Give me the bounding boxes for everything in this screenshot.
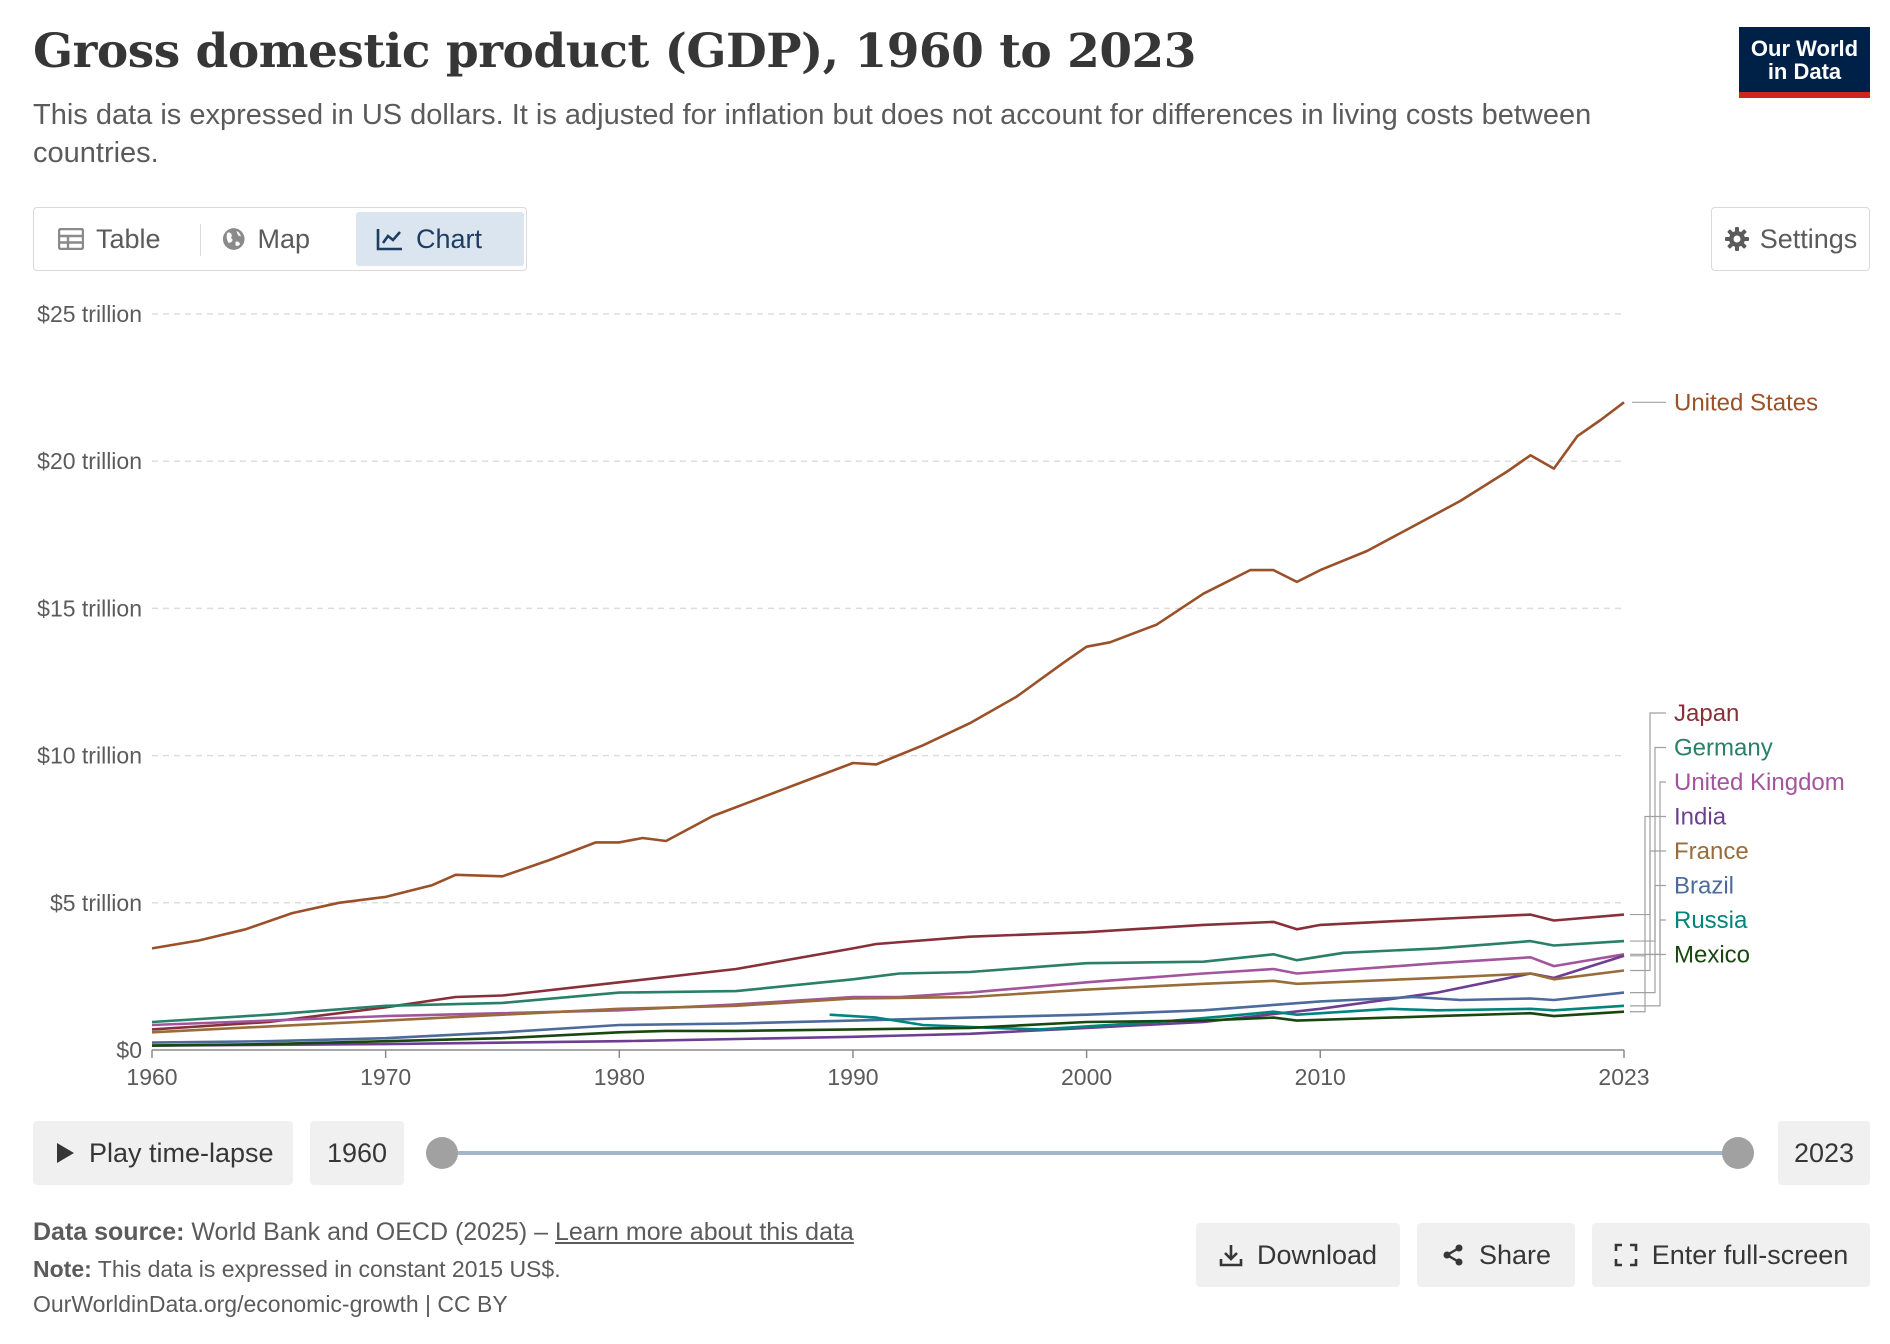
y-tick-label: $0 — [116, 1037, 142, 1063]
note-line: Note: This data is expressed in constant… — [33, 1256, 561, 1283]
series-line — [151, 913, 1625, 1031]
tab-table[interactable]: Table — [38, 212, 198, 266]
series-line — [151, 991, 1625, 1044]
end-year-box[interactable]: 2023 — [1778, 1121, 1870, 1185]
series-line — [151, 401, 1625, 950]
tab-map[interactable]: Map — [202, 212, 330, 266]
x-tick-label: 2000 — [1061, 1064, 1112, 1090]
label-connector — [1630, 712, 1666, 916]
fullscreen-label: Enter full-screen — [1651, 1239, 1849, 1270]
gear-icon — [1724, 227, 1749, 251]
series-label: Brazil — [1674, 873, 1734, 900]
share-icon — [1443, 1244, 1463, 1266]
y-tick-label: $15 trillion — [37, 595, 142, 621]
y-tick-label: $5 trillion — [50, 890, 142, 916]
line-chart-icon — [376, 229, 402, 251]
source-prefix: Data source: — [33, 1218, 185, 1246]
owid-logo[interactable]: Our World in Data — [1739, 27, 1870, 98]
data-source-line: Data source: World Bank and OECD (2025) … — [33, 1218, 854, 1247]
fullscreen-button[interactable]: Enter full-screen — [1592, 1223, 1870, 1287]
share-button[interactable]: Share — [1417, 1223, 1575, 1287]
series-label: France — [1674, 838, 1749, 865]
settings-label: Settings — [1759, 223, 1858, 254]
timeline-slider-track[interactable] — [443, 1151, 1739, 1155]
settings-button[interactable]: Settings — [1711, 207, 1870, 271]
x-tick-label: 1960 — [126, 1064, 177, 1090]
series-line — [151, 953, 1625, 1027]
gdp-line-chart: $0 $5 trillion $10 trillion $15 trillion $20… — [37, 301, 1845, 1090]
start-year-label: 1960 — [326, 1137, 388, 1168]
globe-icon — [222, 228, 245, 250]
x-tick-label: 1970 — [360, 1064, 411, 1090]
note-prefix: Note: — [33, 1256, 92, 1282]
series-label: United States — [1674, 389, 1818, 416]
label-connector — [1630, 815, 1666, 957]
play-timelapse-button[interactable]: Play time-lapse — [33, 1121, 293, 1185]
tab-map-label: Map — [257, 223, 310, 254]
series-label: Germany — [1674, 735, 1773, 762]
fullscreen-icon — [1614, 1243, 1638, 1267]
x-tick-label: 1990 — [827, 1064, 878, 1090]
timeline-end-handle[interactable] — [1722, 1137, 1754, 1169]
x-tick-label: 2010 — [1295, 1064, 1346, 1090]
timeline-start-handle[interactable] — [426, 1137, 458, 1169]
x-tick-label: 2023 — [1598, 1064, 1649, 1090]
table-icon — [58, 228, 84, 250]
label-connector — [1630, 746, 1666, 942]
label-connector — [1630, 850, 1666, 972]
tab-chart-label: Chart — [416, 223, 483, 254]
source-text: World Bank and OECD (2025) – — [191, 1218, 549, 1246]
play-icon — [57, 1143, 74, 1163]
series-line — [151, 969, 1625, 1034]
series-label: United Kingdom — [1674, 769, 1845, 796]
logo-line-1: Our World — [1750, 36, 1859, 61]
tab-table-label: Table — [96, 223, 161, 254]
series-line — [829, 1004, 1625, 1031]
chart-subtitle: This data is expressed in US dollars. It… — [33, 99, 1592, 169]
series-line — [151, 939, 1625, 1024]
chart-title: Gross domestic product (GDP), 1960 to 20… — [33, 24, 1196, 79]
download-button[interactable]: Download — [1196, 1223, 1400, 1287]
logo-line-2: in Data — [1767, 59, 1842, 84]
series-line — [151, 1010, 1625, 1047]
tab-divider — [200, 224, 201, 256]
label-connector — [1630, 884, 1666, 994]
x-tick-label: 1980 — [594, 1064, 645, 1090]
view-tabs: Table Map Chart — [33, 207, 527, 271]
series-label: Mexico — [1674, 942, 1750, 969]
play-label: Play time-lapse — [89, 1137, 274, 1168]
download-icon — [1219, 1245, 1243, 1267]
learn-more-link[interactable]: Learn more about this data — [555, 1218, 854, 1246]
series-label: Japan — [1674, 700, 1739, 727]
y-tick-label: $25 trillion — [37, 301, 142, 327]
y-tick-label: $20 trillion — [37, 448, 142, 474]
label-connector — [1630, 953, 1666, 1013]
tab-chart[interactable]: Chart — [356, 212, 524, 266]
y-tick-label: $10 trillion — [37, 743, 142, 769]
series-label: India — [1674, 804, 1727, 831]
share-label: Share — [1478, 1239, 1552, 1270]
citation-line[interactable]: OurWorldinData.org/economic-growth | CC … — [33, 1291, 508, 1317]
series-line — [151, 954, 1625, 1047]
start-year-box[interactable]: 1960 — [310, 1121, 404, 1185]
note-text: This data is expressed in constant 2015 … — [97, 1256, 561, 1282]
end-year-label: 2023 — [1793, 1137, 1855, 1168]
series-label: Russia — [1674, 907, 1748, 934]
download-label: Download — [1256, 1239, 1378, 1270]
